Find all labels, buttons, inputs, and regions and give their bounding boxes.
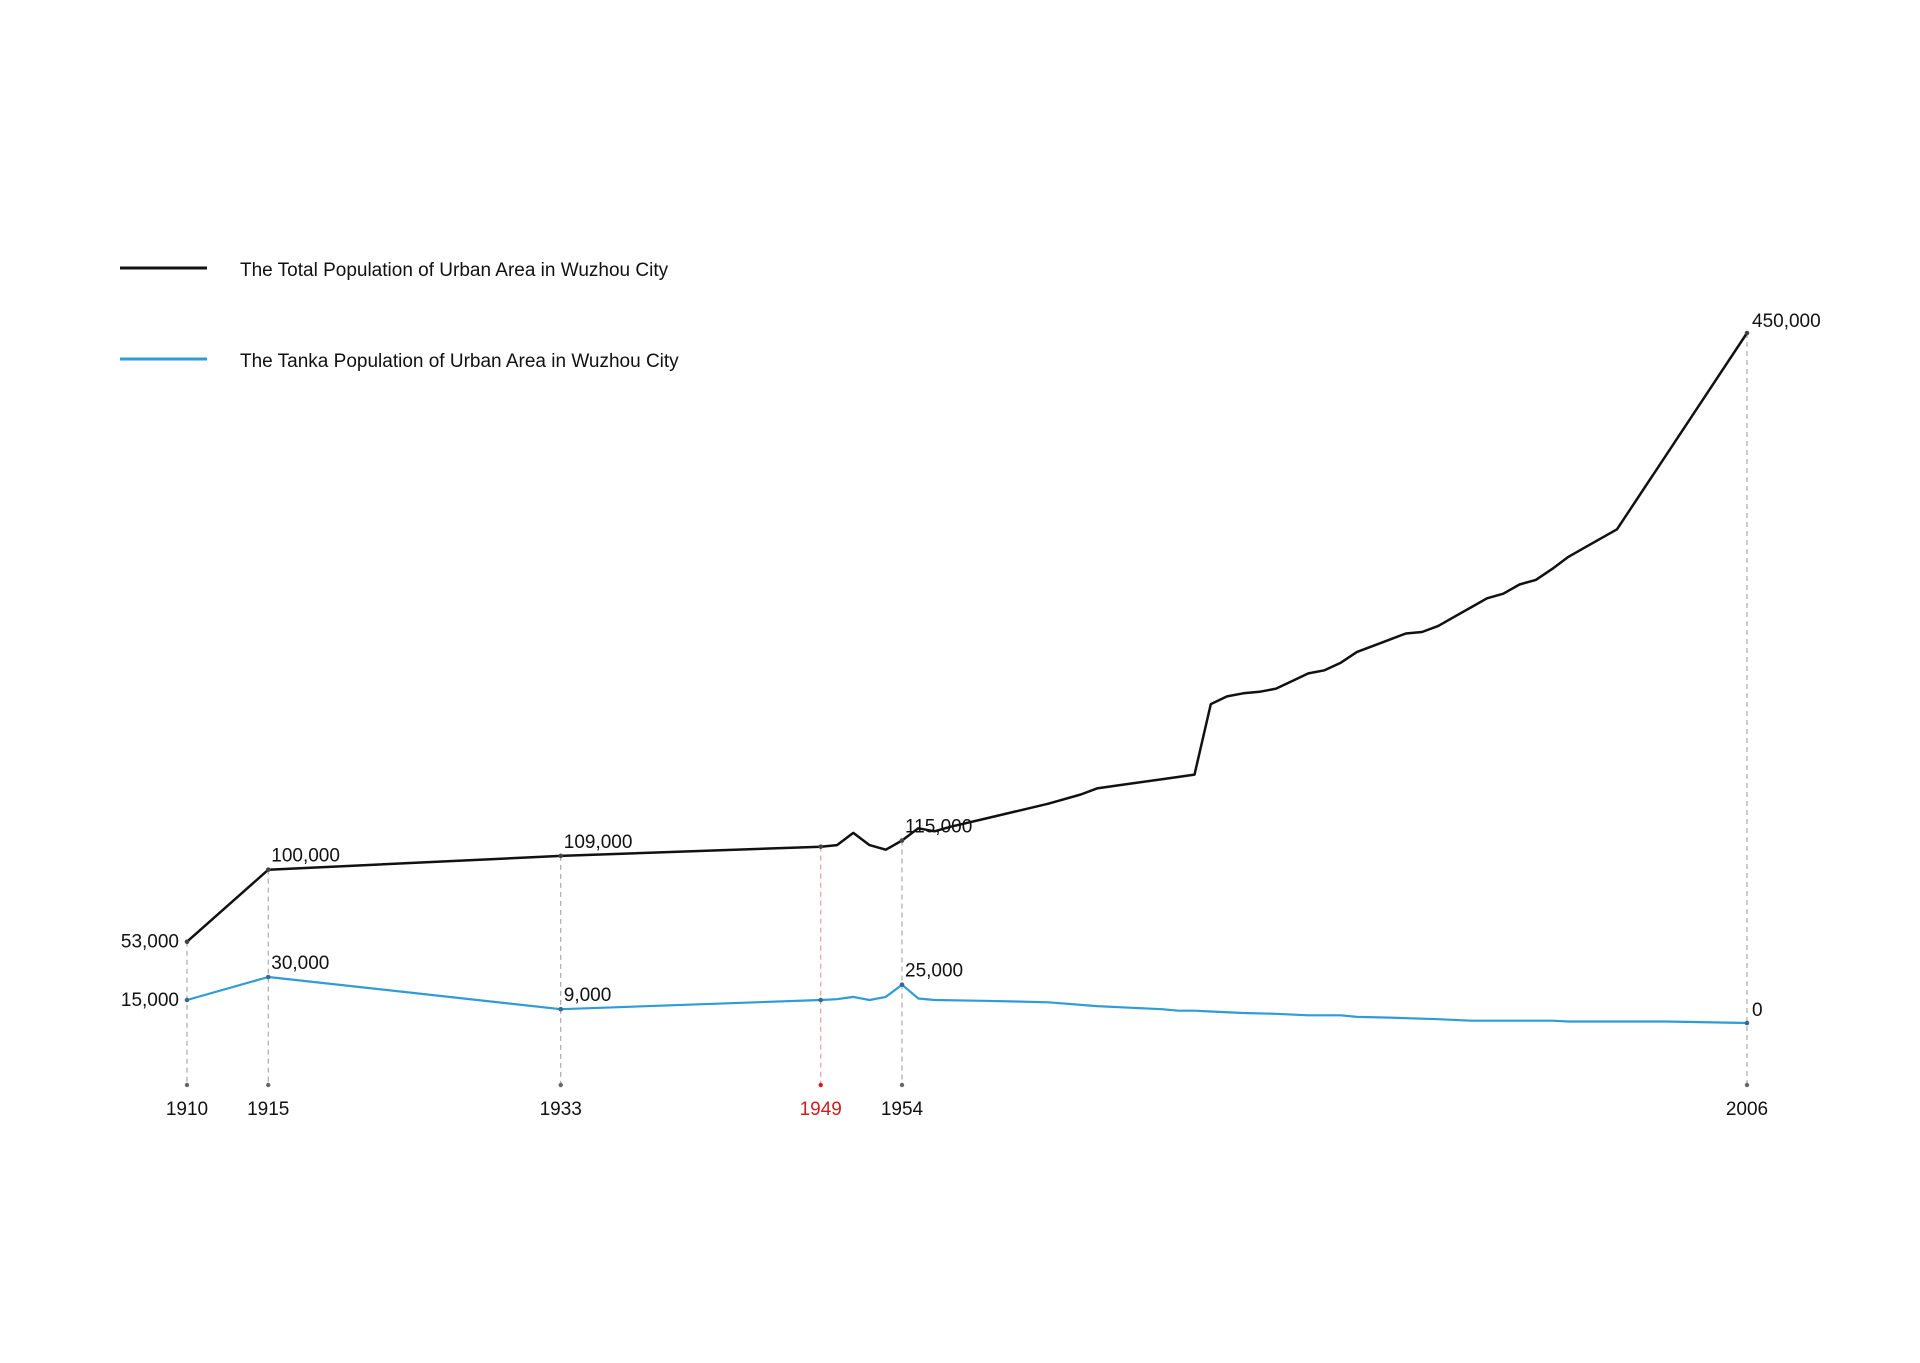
point-total-1933 [558,853,564,859]
point-tanka-2006 [1744,1020,1750,1026]
point-tanka-1933 [558,1006,564,1012]
point-total-1910 [184,939,190,945]
x-tick-dot-1954 [899,1082,905,1088]
x-tick-label-2006: 2006 [1726,1099,1768,1120]
legend-item-total: The Total Population of Urban Area in Wu… [120,260,669,281]
point-tanka-1949 [818,997,824,1003]
x-tick-label-1933: 1933 [540,1099,582,1120]
x-tick-dot-1933 [558,1082,563,1088]
data-label-total-2006: 450,000 [1752,311,1821,332]
x-tick-label-1949: 1949 [800,1099,842,1120]
x-tick-label-1910: 1910 [166,1099,208,1120]
x-tick-label-1954: 1954 [881,1099,924,1120]
point-total-1915 [265,867,271,872]
x-axis-ticks: 1910 1915 1933 1949 1954 2006 [166,1082,1768,1120]
point-markers [184,330,1750,1026]
point-tanka-1954 [899,982,905,987]
legend-label-tanka: The Tanka Population of Urban Area in Wu… [240,351,679,372]
point-tanka-1915 [265,974,271,980]
data-label-tanka-1910: 15,000 [121,990,179,1011]
x-tick-dot-1949 [818,1082,823,1088]
series-lines [186,332,1749,1025]
point-total-1949 [818,844,824,849]
data-label-tanka-1915: 30,000 [271,953,329,974]
data-label-tanka-1933: 9,000 [564,985,612,1006]
point-tanka-1910 [184,997,190,1003]
series-line-tanka [186,975,1748,1025]
legend-item-tanka: The Tanka Population of Urban Area in Wu… [120,351,679,372]
data-labels: 53,000 100,000 109,000 115,000 450,000 15,000… [121,311,1821,1021]
legend-label-total: The Total Population of Urban Area in Wu… [240,260,669,281]
point-total-2006 [1744,330,1750,336]
x-tick-label-1915: 1915 [247,1099,289,1120]
series-line-total [186,332,1749,943]
data-label-total-1910: 53,000 [121,932,179,953]
point-total-1954 [899,838,905,843]
data-label-total-1933: 109,000 [564,832,633,853]
legend: The Total Population of Urban Area in Wu… [120,260,679,372]
data-label-total-1954: 115,000 [905,817,972,838]
x-tick-dot-1910 [184,1082,190,1088]
guide-lines [186,333,1748,1085]
data-label-tanka-2006: 0 [1752,1000,1763,1021]
data-label-total-1915: 100,000 [271,846,340,867]
x-tick-dot-2006 [1744,1082,1750,1088]
data-label-tanka-1954: 25,000 [905,961,963,982]
x-tick-dot-1915 [266,1082,271,1088]
